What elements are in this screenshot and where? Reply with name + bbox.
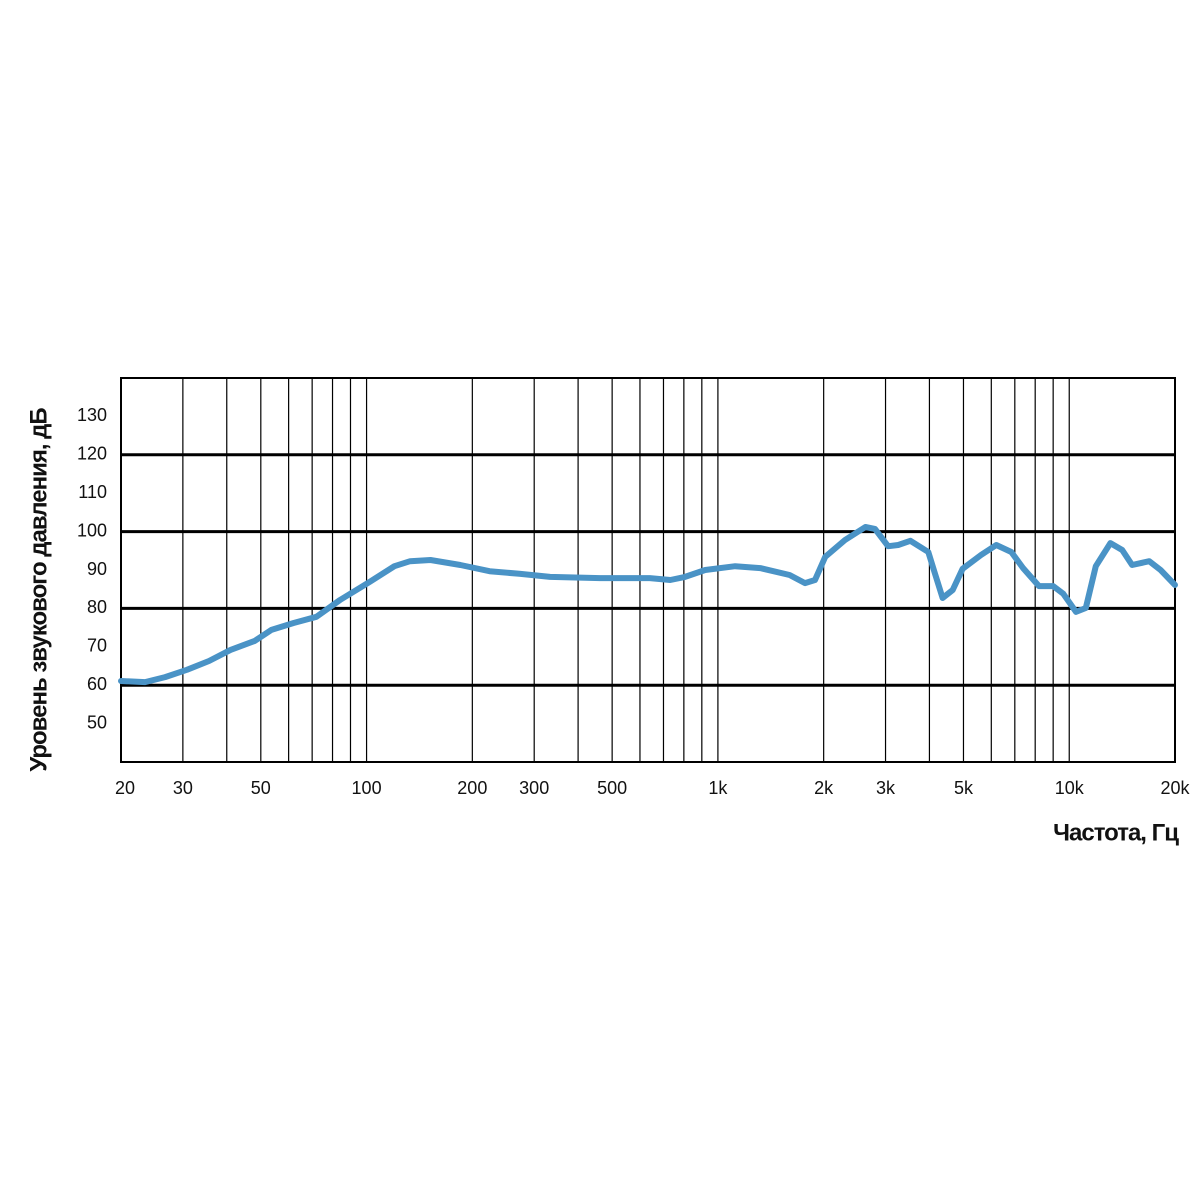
x-tick-label: 30 xyxy=(173,778,193,798)
x-axis-title: Частота, Гц xyxy=(1053,819,1179,846)
x-tick-label: 20k xyxy=(1160,778,1190,798)
y-tick-label: 110 xyxy=(78,482,107,502)
y-tick-label: 50 xyxy=(87,712,107,732)
x-tick-label: 20 xyxy=(115,778,135,798)
x-tick-label: 10k xyxy=(1055,778,1085,798)
y-tick-label: 100 xyxy=(77,520,107,540)
x-tick-label: 5k xyxy=(954,778,974,798)
x-tick-label: 100 xyxy=(352,778,382,798)
x-tick-label: 500 xyxy=(597,778,627,798)
x-tick-label: 3k xyxy=(876,778,896,798)
x-tick-label: 300 xyxy=(519,778,549,798)
y-tick-label: 60 xyxy=(87,674,107,694)
y-tick-label: 80 xyxy=(87,597,107,617)
x-tick-label: 50 xyxy=(251,778,271,798)
y-tick-label: 90 xyxy=(87,559,107,579)
x-tick-label: 200 xyxy=(457,778,487,798)
y-tick-label: 130 xyxy=(77,405,107,425)
y-axis-title: Уровень звукового давления, дБ xyxy=(25,408,52,772)
plot-frame xyxy=(120,377,1176,763)
x-tick-label: 1k xyxy=(708,778,728,798)
y-tick-label: 70 xyxy=(87,636,107,656)
response-line xyxy=(118,524,1178,686)
y-tick-label: 120 xyxy=(77,444,107,464)
x-tick-label: 2k xyxy=(814,778,834,798)
